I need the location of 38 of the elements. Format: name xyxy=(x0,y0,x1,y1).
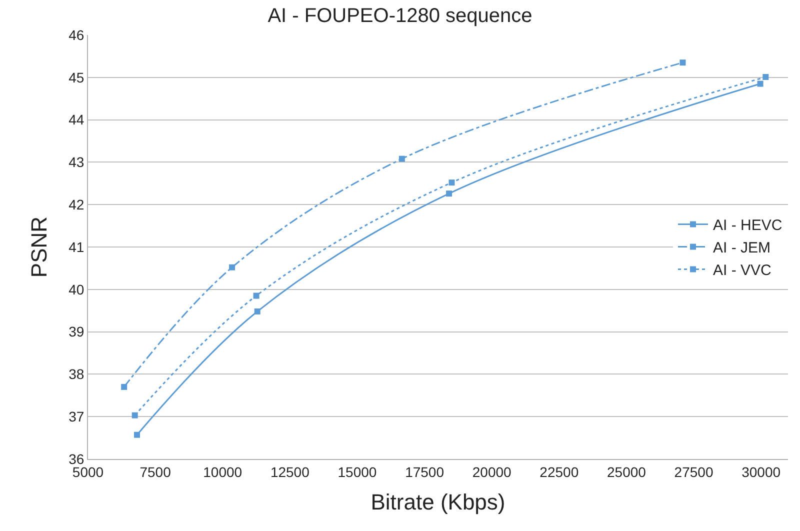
x-tick-label: 27500 xyxy=(674,464,714,480)
point xyxy=(680,60,686,66)
x-tick-label: 15000 xyxy=(338,464,377,480)
y-tick-label: 39 xyxy=(68,324,84,340)
y-tick-label: 43 xyxy=(68,154,84,170)
y-tick-label: 41 xyxy=(68,238,84,255)
point xyxy=(121,384,128,390)
x-tick-label: 7500 xyxy=(140,464,172,480)
legend-label: AI - VVC xyxy=(713,262,772,280)
point xyxy=(253,292,260,299)
point xyxy=(254,308,260,314)
y-tick-label: 45 xyxy=(68,69,84,86)
x-tick-label: 25000 xyxy=(606,464,646,480)
y-axis-title: PSNR xyxy=(26,216,52,278)
point xyxy=(448,180,455,186)
y-tick-label: 46 xyxy=(68,26,84,43)
legend-label: AI - JEM xyxy=(713,240,771,257)
point xyxy=(134,432,140,438)
chart-title: AI - FOUPEO-1280 sequence xyxy=(268,4,532,27)
y-tick-label: 40 xyxy=(68,281,84,298)
point xyxy=(132,412,138,418)
x-tick-label: 12500 xyxy=(270,464,310,480)
y-tick-label: 38 xyxy=(68,366,84,382)
x-tick-label: 30000 xyxy=(742,464,781,480)
y-tick-label: 42 xyxy=(68,196,84,212)
point xyxy=(757,80,764,87)
x-tick-label: 10000 xyxy=(203,464,242,480)
y-tick-label: 37 xyxy=(68,408,84,424)
y-tick-label: 44 xyxy=(68,112,84,128)
point xyxy=(762,74,769,80)
x-tick-label: 22500 xyxy=(540,464,579,480)
x-tick-label: 20000 xyxy=(472,464,512,480)
x-tick-label: 17500 xyxy=(405,464,444,480)
point xyxy=(229,264,236,270)
legend-label: AI - HEVC xyxy=(713,217,782,234)
point xyxy=(398,156,405,162)
x-axis-title: Bitrate (Kbps) xyxy=(370,490,506,515)
point xyxy=(446,190,452,197)
